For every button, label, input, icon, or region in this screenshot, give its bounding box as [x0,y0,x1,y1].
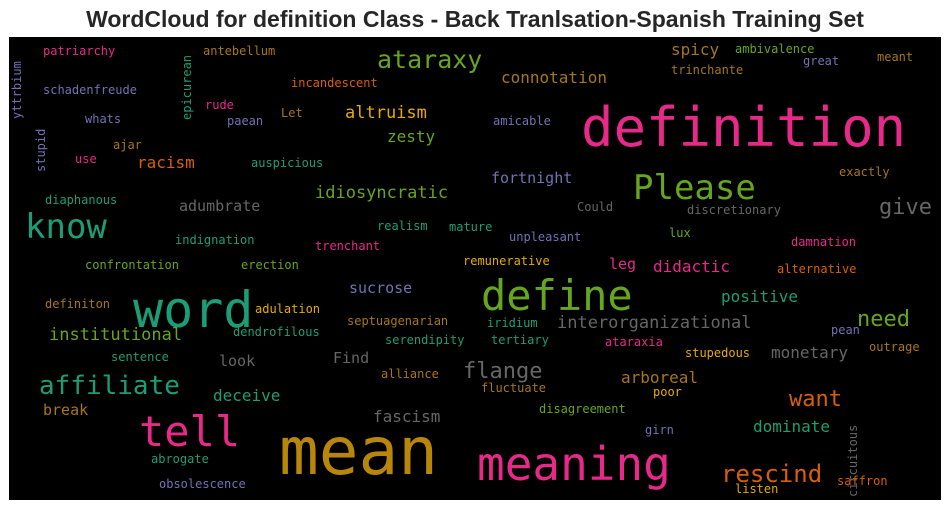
word-want: want [789,387,842,412]
word-lux: lux [669,226,691,240]
word-spicy: spicy [671,40,720,59]
word-racism: racism [137,153,195,172]
word-disagreement: disagreement [539,402,626,416]
word-fascism: fascism [373,407,441,426]
word-pean: pean [831,323,860,337]
word-listen: listen [735,482,779,496]
word-mean: mean [279,413,438,490]
word-didactic: didactic [653,257,731,276]
word-adumbrate: adumbrate [179,197,261,215]
word-zesty: zesty [387,127,436,146]
word-institutional: institutional [49,325,183,345]
word-confrontation: confrontation [85,258,179,272]
word-ambivalence: ambivalence [735,42,815,56]
word-deceive: deceive [213,386,281,405]
word-dominate: dominate [753,417,831,436]
word-sucrose: sucrose [349,279,413,297]
word-sentence: sentence [111,350,169,364]
word-altruism: altruism [345,103,427,123]
word-alternative: alternative [777,262,857,276]
word-yttrbium: yttrbium [10,60,24,119]
word-could: Could [577,200,614,214]
word-please: Please [633,168,756,208]
word-ataraxy: ataraxy [377,45,483,74]
word-amicable: amicable [493,114,551,128]
word-epicurean: epicurean [180,54,194,120]
word-fluctuate: fluctuate [481,381,547,395]
word-interorganizational: interorganizational [557,313,752,333]
word-give: give [879,195,932,220]
word-use: use [75,152,97,166]
word-meaning: meaning [477,437,671,491]
word-serendipity: serendipity [385,333,465,347]
word-paean: paean [227,114,264,128]
word-positive: positive [721,287,799,306]
word-exactly: exactly [839,165,890,179]
word-leg: leg [609,255,637,273]
word-poor: poor [653,385,682,399]
word-iridium: iridium [487,316,538,330]
word-rescind: rescind [721,460,823,488]
word-incandescent: incandescent [291,76,378,90]
word-tell: tell [139,407,241,456]
word-adulation: adulation [255,302,321,316]
word-fortnight: fortnight [491,169,573,187]
word-stupid: stupid [34,128,48,173]
word-let: Let [281,106,303,120]
word-great: great [803,54,840,68]
word-antebellum: antebellum [203,44,276,58]
word-trinchante: trinchante [671,63,744,77]
word-ajar: ajar [113,138,142,152]
word-break: break [43,401,89,419]
word-schadenfreude: schadenfreude [43,83,137,97]
word-arboreal: arboreal [621,368,699,387]
word-septuagenarian: septuagenarian [347,314,449,328]
word-saffron: saffron [837,474,888,488]
word-stupedous: stupedous [685,346,751,360]
word-meant: meant [877,50,914,64]
word-mature: mature [449,220,493,234]
word-definiton: definiton [45,297,111,311]
word-flange: flange [463,359,543,384]
word-definition: definition [581,96,907,159]
word-dendrofilous: dendrofilous [233,325,320,339]
word-patriarchy: patriarchy [43,44,116,58]
word-connotation: connotation [501,68,607,87]
word-define: define [481,271,633,320]
word-obsolescence: obsolescence [159,477,246,491]
word-indignation: indignation [175,233,255,247]
word-alliance: alliance [381,367,439,381]
word-outrage: outrage [869,340,920,354]
word-affiliate: affiliate [39,371,180,401]
word-word: word [133,281,254,339]
word-look: look [219,352,256,370]
word-monetary: monetary [771,343,849,362]
wordcloud-canvas: definition mean meaning word define tell Pleas… [9,37,941,500]
chart-title: WordCloud for definition Class - Back Tr… [86,6,864,32]
word-girn: girn [645,423,674,437]
word-ataraxia: ataraxia [605,335,663,349]
word-idiosyncratic: idiosyncratic [315,183,449,203]
word-unpleasant: unpleasant [509,230,582,244]
word-damnation: damnation [791,235,857,249]
word-remunerative: remunerative [463,254,550,268]
word-rude: rude [205,98,234,112]
word-find: Find [333,349,370,367]
word-erection: erection [241,258,299,272]
word-discretionary: discretionary [687,203,781,217]
word-trenchant: trenchant [315,239,381,253]
word-auspicious: auspicious [251,156,324,170]
word-realism: realism [377,219,428,233]
word-abrogate: abrogate [151,452,209,466]
word-whats: whats [85,112,122,126]
word-need: need [857,307,910,332]
word-diaphanous: diaphanous [45,193,118,207]
word-know: know [25,207,107,247]
word-tertiary: tertiary [491,333,549,347]
